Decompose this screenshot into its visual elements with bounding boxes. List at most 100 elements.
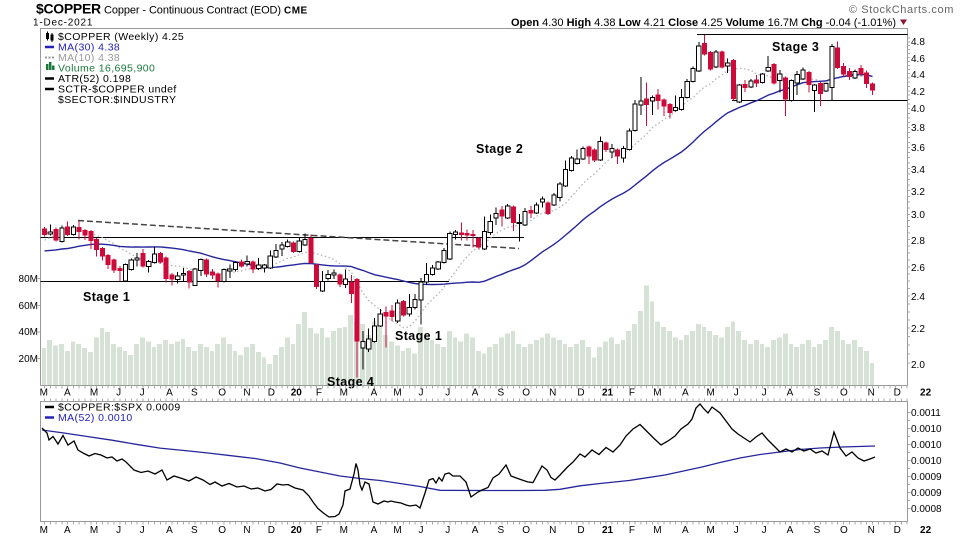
svg-text:ATR(52) 0.198: ATR(52) 0.198 [58,73,131,85]
svg-text:J: J [734,525,739,536]
svg-text:N: N [868,388,875,399]
svg-text:A: A [371,388,378,399]
svg-text:0.0009: 0.0009 [911,488,942,499]
svg-text:20: 20 [291,388,303,399]
svg-text:2.4: 2.4 [911,292,925,303]
svg-text:A: A [787,388,794,399]
svg-text:J: J [140,525,145,536]
svg-text:M: M [707,388,715,399]
svg-text:2.2: 2.2 [911,324,925,335]
svg-text:3.2: 3.2 [911,187,925,198]
svg-text:2.8: 2.8 [911,236,925,247]
svg-text:1-Dec-2021: 1-Dec-2021 [33,18,93,29]
svg-text:Stage 4: Stage 4 [327,375,374,389]
svg-text:4.0: 4.0 [911,104,925,115]
svg-text:3.4: 3.4 [911,165,925,176]
svg-text:4.8: 4.8 [911,37,925,48]
svg-text:O: O [840,525,848,536]
svg-text:J: J [419,525,424,536]
svg-text:A: A [166,525,173,536]
svg-text:21: 21 [602,388,614,399]
svg-text:$SECTOR:$INDUSTRY: $SECTOR:$INDUSTRY [58,94,176,106]
svg-text:M: M [653,525,661,536]
svg-text:A: A [682,525,689,536]
svg-text:S: S [191,388,198,399]
svg-text:D: D [268,388,275,399]
svg-text:SCTR-$COPPER undef: SCTR-$COPPER undef [58,84,177,96]
svg-text:N: N [868,525,875,536]
svg-text:2.0: 2.0 [911,360,925,371]
svg-text:A: A [371,525,378,536]
svg-text:J: J [445,388,450,399]
svg-text:MA(10) 4.38: MA(10) 4.38 [58,52,120,64]
svg-text:A: A [166,388,173,399]
svg-text:20M: 20M [19,354,38,365]
svg-text:J: J [445,525,450,536]
svg-text:O: O [522,525,530,536]
svg-text:M: M [653,388,661,399]
svg-text:S: S [814,525,821,536]
svg-text:M: M [40,388,48,399]
svg-text:0.0010: 0.0010 [911,424,942,435]
svg-text:J: J [419,388,424,399]
svg-text:M: M [340,388,348,399]
svg-text:D: D [894,388,901,399]
svg-text:A: A [787,525,794,536]
svg-text:0.0010: 0.0010 [911,456,942,467]
svg-text:4.4: 4.4 [911,70,925,81]
svg-text:Stage 1: Stage 1 [83,290,130,304]
svg-text:N: N [549,388,556,399]
svg-text:Open 4.30 High 4.38 Low 4.21 C: Open 4.30 High 4.38 Low 4.21 Close 4.25 … [511,17,896,29]
svg-text:J: J [116,525,121,536]
svg-text:4.2: 4.2 [911,87,925,98]
svg-text:20: 20 [291,525,303,536]
svg-text:M: M [393,525,401,536]
svg-text:4.6: 4.6 [911,54,925,65]
svg-text:M: M [393,388,401,399]
svg-text:MA(52) 0.0010: MA(52) 0.0010 [58,412,133,424]
svg-text:22: 22 [920,388,932,399]
svg-text:D: D [577,388,584,399]
svg-text:0.0009: 0.0009 [911,472,942,483]
svg-text:J: J [140,388,145,399]
svg-text:$COPPER: $COPPER [36,1,101,17]
svg-text:Copper - Continuous Contract (: Copper - Continuous Contract (EOD) [104,5,281,17]
svg-text:A: A [64,388,71,399]
svg-text:80M: 80M [19,274,38,285]
svg-text:O: O [840,388,848,399]
svg-text:N: N [549,525,556,536]
svg-text:M: M [40,525,48,536]
svg-text:N: N [243,525,250,536]
svg-text:D: D [894,525,901,536]
svg-text:O: O [218,525,226,536]
svg-text:3.6: 3.6 [911,143,925,154]
svg-text:N: N [243,388,250,399]
svg-text:M: M [90,525,98,536]
svg-text:Stage 3: Stage 3 [772,40,819,54]
svg-text:0.0010: 0.0010 [911,440,942,451]
svg-text:S: S [497,388,504,399]
svg-text:Volume 16,695,900: Volume 16,695,900 [58,63,155,75]
svg-text:MA(30) 4.38: MA(30) 4.38 [58,42,120,54]
svg-text:M: M [340,525,348,536]
svg-text:F: F [316,388,322,399]
svg-text:O: O [522,388,530,399]
svg-text:0.0011: 0.0011 [911,408,941,419]
svg-text:A: A [472,388,479,399]
svg-text:Stage 1: Stage 1 [395,329,442,343]
svg-text:21: 21 [602,525,614,536]
svg-text:$COPPER (Weekly) 4.25: $COPPER (Weekly) 4.25 [58,31,184,43]
svg-text:3.8: 3.8 [911,123,925,134]
svg-text:3.0: 3.0 [911,210,925,221]
svg-text:F: F [629,388,635,399]
svg-text:D: D [577,525,584,536]
svg-text:CME: CME [284,6,308,17]
svg-text:M: M [90,388,98,399]
svg-text:© StockCharts.com: © StockCharts.com [849,4,954,16]
svg-text:J: J [762,388,767,399]
svg-text:O: O [218,388,226,399]
svg-text:Stage 2: Stage 2 [476,142,523,156]
svg-text:D: D [268,525,275,536]
svg-text:$COPPER:$SPX 0.0009: $COPPER:$SPX 0.0009 [58,402,181,414]
svg-text:M: M [707,525,715,536]
